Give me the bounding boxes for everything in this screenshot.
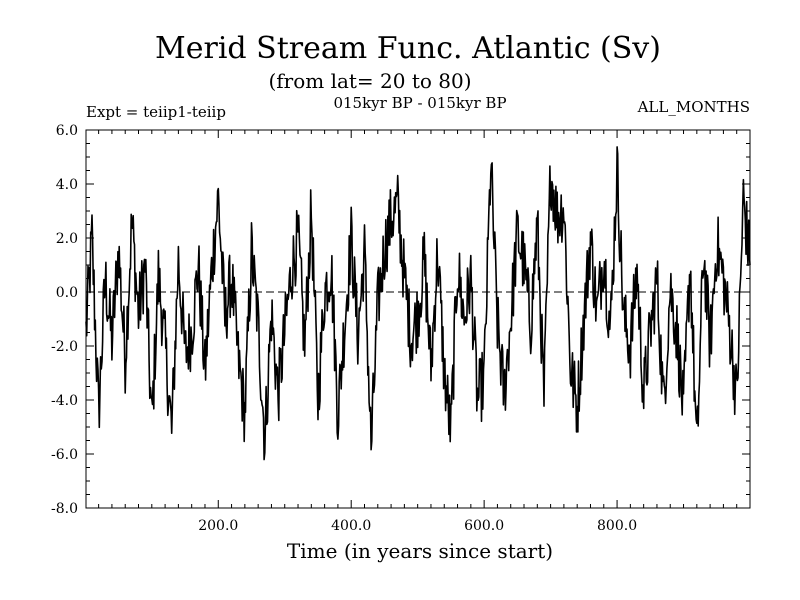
x-axis-label: Time (in years since start) [287, 539, 553, 563]
y-tick-label: 6.0 [56, 123, 78, 139]
x-tick-label: 600.0 [464, 518, 504, 534]
x-tick-label: 400.0 [331, 518, 371, 534]
y-tick-label: -8.0 [51, 501, 78, 517]
y-tick-label: -2.0 [51, 339, 78, 355]
experiment-label: Expt = teiip1-teiip [86, 103, 226, 121]
y-tick-label: 2.0 [56, 231, 78, 247]
y-tick-label: 0.0 [56, 285, 78, 301]
plot-area: -8.0 -6.0 -4.0 -2.0 0.0 2.0 4.0 6.0 200.0 400.0 60… [51, 123, 751, 534]
axis-ticks: -8.0 -6.0 -4.0 -2.0 0.0 2.0 4.0 6.0 200.0 400.0 60… [51, 123, 751, 534]
series-line [85, 146, 751, 461]
x-tick-label: 800.0 [597, 518, 637, 534]
y-tick-label: -4.0 [51, 393, 78, 409]
chart-title: Merid Stream Func. Atlantic (Sv) [155, 31, 661, 66]
months-label: ALL_MONTHS [637, 98, 750, 116]
y-tick-label: 4.0 [56, 177, 78, 193]
period-label: 015kyr BP - 015kyr BP [333, 94, 506, 112]
y-tick-label: -6.0 [51, 447, 78, 463]
x-tick-label: 200.0 [198, 518, 238, 534]
chart-subtitle: (from lat= 20 to 80) [268, 69, 471, 93]
